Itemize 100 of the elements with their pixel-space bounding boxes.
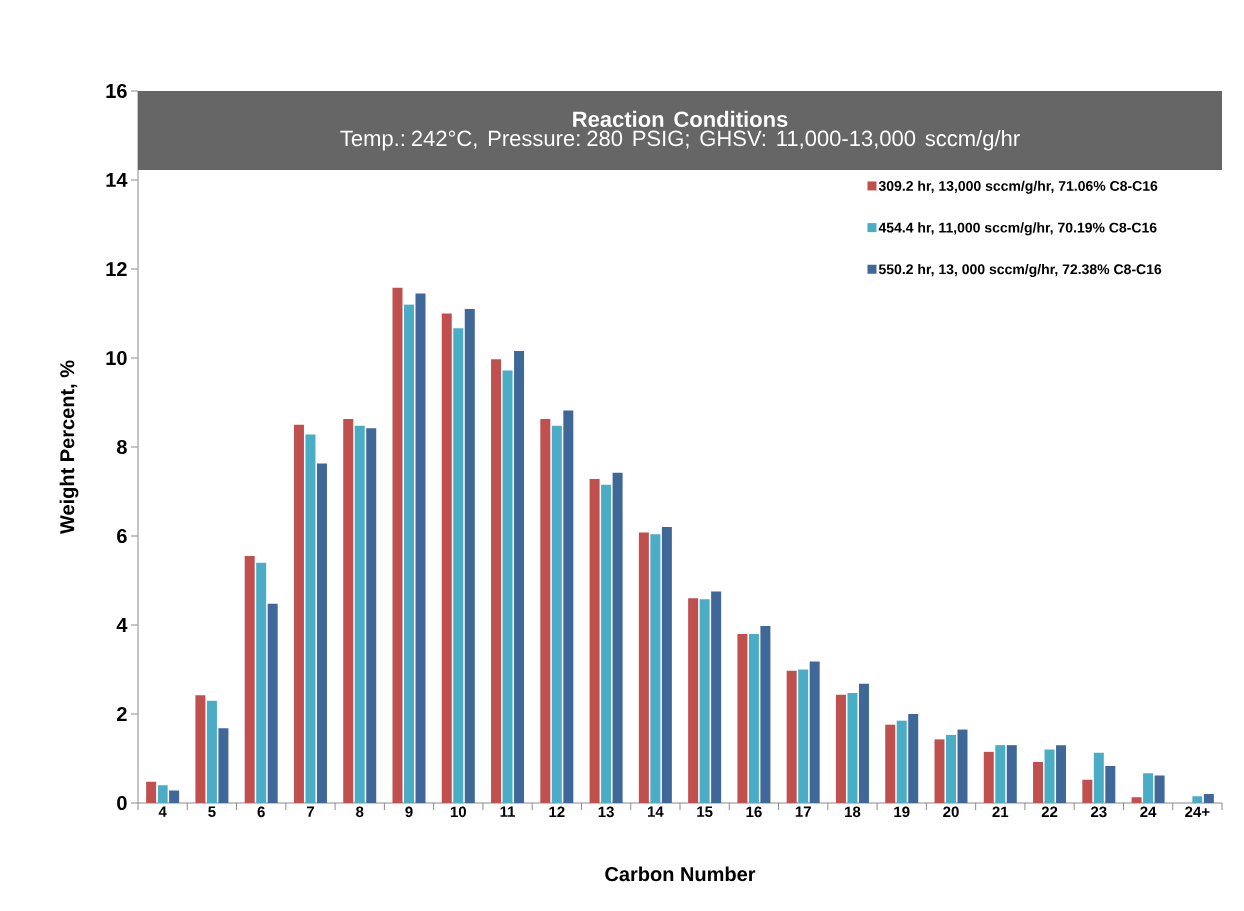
bar bbox=[601, 484, 612, 803]
legend-label: 454.4 hr, 11,000 sccm/g/hr, 70.19% C8-C16 bbox=[878, 222, 1157, 236]
y-tick-label: 14 bbox=[106, 173, 128, 187]
bar bbox=[711, 591, 722, 803]
x-tick-label: 8 bbox=[356, 806, 364, 818]
bar bbox=[218, 728, 229, 803]
bar bbox=[540, 418, 551, 803]
y-tick-label: 4 bbox=[116, 618, 128, 632]
x-tick-label: 23 bbox=[1091, 806, 1107, 818]
bar bbox=[563, 410, 574, 803]
y-tick-label: 2 bbox=[117, 707, 127, 721]
bar bbox=[1192, 796, 1203, 803]
bar bbox=[1006, 745, 1017, 803]
x-tick-label: 21 bbox=[992, 806, 1009, 818]
bar bbox=[809, 661, 820, 803]
legend-label: 550.2 hr, 13, 000 sccm/g/hr, 72.38% C8-C16 bbox=[878, 263, 1162, 278]
x-tick-label: 20 bbox=[943, 806, 959, 818]
bar bbox=[1082, 779, 1093, 803]
bar bbox=[1044, 749, 1055, 803]
bar bbox=[316, 463, 327, 803]
bar bbox=[699, 599, 710, 803]
y-tick-label: 8 bbox=[116, 439, 127, 455]
x-axis-title: Carbon Number bbox=[605, 866, 756, 882]
bar bbox=[612, 472, 623, 803]
y-tick-label: 6 bbox=[117, 528, 127, 544]
bar bbox=[1105, 766, 1116, 803]
x-tick-label: 13 bbox=[598, 806, 614, 818]
legend-label: 309.2 hr, 13,000 sccm/g/hr, 71.06% C8-C16 bbox=[878, 180, 1158, 194]
bar bbox=[1154, 775, 1165, 803]
bar bbox=[908, 714, 919, 803]
y-tick-label: 10 bbox=[106, 350, 127, 366]
x-tick-label: 18 bbox=[845, 806, 861, 818]
bar bbox=[502, 370, 513, 803]
x-tick-label: 7 bbox=[306, 806, 314, 817]
x-tick-label: 4 bbox=[158, 806, 167, 817]
bar bbox=[983, 751, 994, 803]
bar bbox=[786, 670, 797, 803]
x-tick-label: 6 bbox=[257, 806, 265, 818]
bar bbox=[638, 532, 649, 803]
x-tick-label: 11 bbox=[500, 806, 516, 817]
bar bbox=[995, 745, 1006, 803]
text: Reaction Conditions bbox=[573, 110, 788, 128]
y-tick-label: 16 bbox=[106, 83, 127, 99]
x-tick-label: 9 bbox=[405, 806, 413, 818]
bar bbox=[885, 724, 896, 803]
bar bbox=[688, 598, 699, 803]
y-tick-label: 12 bbox=[106, 262, 127, 276]
bar bbox=[1093, 752, 1104, 803]
bar bbox=[798, 669, 809, 803]
x-tick-label: 19 bbox=[894, 806, 910, 818]
y-axis-title: Weight Percent, % bbox=[59, 360, 79, 535]
bar bbox=[847, 693, 858, 803]
bar bbox=[343, 418, 354, 803]
bar bbox=[1131, 797, 1142, 803]
bar bbox=[1203, 794, 1214, 803]
bar bbox=[1033, 762, 1044, 803]
bar bbox=[366, 428, 377, 803]
bar bbox=[858, 683, 869, 803]
x-tick-label: 5 bbox=[208, 806, 216, 817]
bar bbox=[157, 785, 168, 803]
bar bbox=[464, 309, 475, 803]
bar bbox=[267, 603, 278, 803]
bar bbox=[650, 534, 661, 803]
bar bbox=[946, 734, 956, 803]
bar bbox=[169, 790, 180, 803]
bar bbox=[453, 328, 464, 803]
x-tick-label: 15 bbox=[697, 806, 713, 817]
bar bbox=[1143, 773, 1154, 803]
bar bbox=[146, 781, 157, 803]
x-tick-label: 14 bbox=[647, 806, 664, 817]
bar bbox=[256, 562, 267, 803]
y-tick-label: 0 bbox=[117, 795, 127, 811]
bar bbox=[835, 694, 846, 803]
x-tick-label: 16 bbox=[746, 806, 762, 818]
x-tick-label: 10 bbox=[450, 806, 466, 818]
bar bbox=[957, 729, 968, 803]
bar bbox=[195, 695, 206, 803]
bar bbox=[354, 425, 365, 803]
bar bbox=[589, 479, 600, 803]
bar bbox=[661, 527, 672, 803]
bar bbox=[491, 359, 502, 803]
bar bbox=[305, 434, 316, 803]
bar bbox=[404, 304, 414, 803]
x-tick-label: 24 bbox=[1140, 806, 1157, 818]
bar bbox=[760, 625, 771, 803]
bar bbox=[244, 556, 255, 803]
bar bbox=[514, 350, 525, 803]
bar bbox=[748, 633, 759, 803]
bar bbox=[737, 633, 748, 803]
text: Temp.: 242°C, Pressure: 280 PSIG; GHSV: 11,000-13,000 sccm/g/hr bbox=[340, 130, 1020, 151]
x-tick-label: 12 bbox=[549, 806, 565, 818]
bar bbox=[441, 313, 452, 803]
bar bbox=[206, 700, 217, 803]
x-tick-label: 24+ bbox=[1185, 806, 1210, 818]
bar bbox=[415, 293, 426, 803]
bar bbox=[392, 287, 403, 803]
bar bbox=[551, 425, 562, 803]
bar bbox=[934, 739, 945, 803]
bar bbox=[896, 720, 907, 803]
bar bbox=[1056, 745, 1067, 803]
